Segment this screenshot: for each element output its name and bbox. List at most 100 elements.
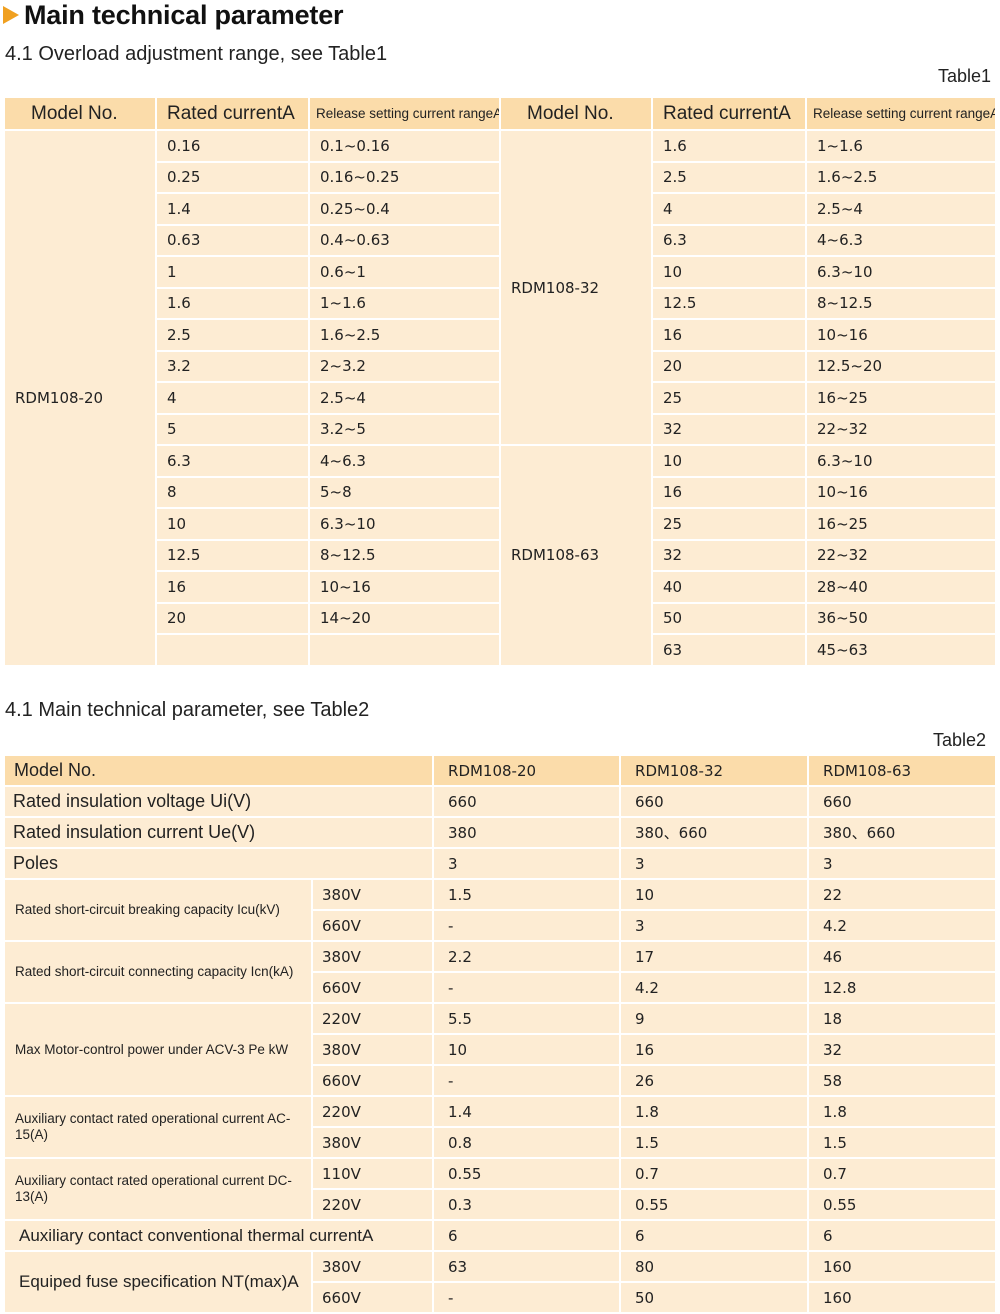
table2-header-row: Model No. RDM108-20 RDM108-32 RDM108-63 bbox=[2, 754, 998, 787]
header-model: RDM108-63 bbox=[807, 754, 998, 787]
page-heading: Main technical parameter bbox=[0, 0, 344, 30]
release-range-cell: 10~16 bbox=[805, 318, 997, 352]
value-cell: 660 bbox=[619, 785, 810, 818]
rated-current-cell: 10 bbox=[651, 444, 807, 478]
rated-current-cell: 32 bbox=[651, 538, 807, 572]
header-model: RDM108-32 bbox=[619, 754, 810, 787]
rated-current-cell: 12.5 bbox=[155, 538, 310, 572]
release-range-cell: 28~40 bbox=[805, 570, 997, 604]
value-cell: 50 bbox=[619, 1281, 810, 1314]
release-range-cell: 22~32 bbox=[805, 412, 997, 446]
release-range-cell: 2.5~4 bbox=[308, 381, 501, 415]
table-row: Rated insulation current Ue(V) 380 380、660… bbox=[2, 816, 998, 849]
table-row: 1 0.6~1 10 6.3~10 bbox=[4, 255, 997, 289]
parameter-label: Rated short-circuit breaking capacity Ic… bbox=[3, 878, 313, 942]
table-row: 1.6 1~1.6 12.5 8~12.5 bbox=[4, 286, 997, 320]
value-cell: 0.55 bbox=[807, 1188, 998, 1221]
value-cell: 12.8 bbox=[807, 971, 998, 1004]
release-range-cell: 0.1~0.16 bbox=[308, 129, 501, 163]
header-release-range: Release setting current rangeA bbox=[805, 96, 997, 131]
voltage-cell: 110V bbox=[310, 1157, 435, 1190]
table-row: 220V 0.3 0.55 0.55 bbox=[4, 1188, 998, 1221]
release-range-cell: 1.6~2.5 bbox=[805, 160, 997, 194]
rated-current-cell: 2.5 bbox=[155, 318, 310, 352]
value-cell: 1.4 bbox=[432, 1095, 622, 1128]
table1-header-row: Model No. Rated currentA Release setting… bbox=[3, 96, 997, 131]
release-range-cell: 10~16 bbox=[805, 475, 997, 509]
value-cell: 380 bbox=[432, 816, 622, 849]
rated-current-cell: 3.2 bbox=[155, 349, 310, 383]
rated-current-cell: 25 bbox=[651, 507, 807, 541]
table-row: Equiped fuse specification NT(max)A 380V 6… bbox=[3, 1250, 998, 1314]
model-cell: RDM108-20 bbox=[3, 129, 157, 667]
table-row: 3.2 2~3.2 20 12.5~20 bbox=[4, 349, 997, 383]
rated-current-cell: 5 bbox=[155, 412, 310, 446]
table-row: 16 10~16 40 28~40 bbox=[4, 570, 997, 604]
value-cell: 160 bbox=[807, 1250, 998, 1283]
rated-current-cell: 10 bbox=[651, 255, 807, 289]
table-row: 10 6.3~10 25 16~25 bbox=[4, 507, 997, 541]
table1-caption: Table1 bbox=[938, 66, 992, 86]
rated-current-cell bbox=[155, 633, 310, 667]
voltage-cell: 380V bbox=[310, 1126, 435, 1159]
rated-current-cell: 6.3 bbox=[155, 444, 310, 478]
value-cell: 4.2 bbox=[807, 909, 998, 942]
value-cell: 16 bbox=[619, 1033, 810, 1066]
parameter-label: Auxiliary contact conventional thermal c… bbox=[2, 1219, 435, 1252]
table-row: 12.5 8~12.5 32 22~32 bbox=[4, 538, 997, 572]
table-row: 660V -50 160 bbox=[4, 1281, 998, 1314]
value-cell: 660 bbox=[432, 785, 622, 818]
release-range-cell: 45~63 bbox=[805, 633, 997, 667]
rated-current-cell: 4 bbox=[651, 192, 807, 226]
voltage-cell: 380V bbox=[310, 1250, 435, 1283]
release-range-cell: 6.3~10 bbox=[308, 507, 501, 541]
table-row: 2.5 1.6~2.5 16 10~16 bbox=[4, 318, 997, 352]
table-row: Auxiliary contact rated operational curr… bbox=[3, 1095, 998, 1159]
value-cell: 10 bbox=[619, 878, 810, 911]
rated-current-cell: 12.5 bbox=[651, 286, 807, 320]
value-cell: 1.8 bbox=[807, 1095, 998, 1128]
value-cell: 46 bbox=[807, 940, 998, 973]
value-cell: 380、660 bbox=[619, 816, 810, 849]
table-row: 660V -26 58 bbox=[4, 1064, 998, 1097]
rated-current-cell: 20 bbox=[651, 349, 807, 383]
table-row: Auxiliary contact conventional thermal c… bbox=[2, 1219, 998, 1252]
value-cell: 0.7 bbox=[807, 1157, 998, 1190]
value-cell: 0.55 bbox=[432, 1157, 622, 1190]
rated-current-cell: 63 bbox=[651, 633, 807, 667]
release-range-cell: 0.25~0.4 bbox=[308, 192, 501, 226]
rated-current-cell: 4 bbox=[155, 381, 310, 415]
header-rated-current: Rated currentA bbox=[651, 96, 807, 131]
value-cell: 6 bbox=[807, 1219, 998, 1252]
value-cell: 6 bbox=[619, 1219, 810, 1252]
parameter-label: Auxiliary contact rated operational curr… bbox=[3, 1095, 313, 1159]
table-row: 660V -3 4.2 bbox=[4, 909, 998, 942]
value-cell: 10 bbox=[432, 1033, 622, 1066]
release-range-cell: 4~6.3 bbox=[805, 223, 997, 257]
release-range-cell: 1~1.6 bbox=[805, 129, 997, 163]
table-row: 63 45~63 bbox=[4, 633, 997, 667]
value-cell: 6 bbox=[432, 1219, 622, 1252]
release-range-cell: 10~16 bbox=[308, 570, 501, 604]
parameter-label: Rated short-circuit connecting capacity … bbox=[3, 940, 313, 1004]
value-cell: 160 bbox=[807, 1281, 998, 1314]
rated-current-cell: 40 bbox=[651, 570, 807, 604]
model-cell: RDM108-32 bbox=[499, 129, 653, 446]
rated-current-cell: 1.4 bbox=[155, 192, 310, 226]
rated-current-cell: 50 bbox=[651, 601, 807, 635]
value-cell: 660 bbox=[807, 785, 998, 818]
rated-current-cell: 16 bbox=[155, 570, 310, 604]
parameter-label: Equiped fuse specification NT(max)A bbox=[3, 1250, 313, 1314]
value-cell: 3 bbox=[432, 847, 622, 880]
parameter-label: Max Motor-control power under ACV-3 Pe k… bbox=[3, 1002, 313, 1097]
release-range-cell: 5~8 bbox=[308, 475, 501, 509]
value-cell: 9 bbox=[619, 1002, 810, 1035]
section2-title: 4.1 Main technical parameter, see Table2 bbox=[5, 699, 370, 721]
release-range-cell: 12.5~20 bbox=[805, 349, 997, 383]
table-row: Rated short-circuit breaking capacity Ic… bbox=[3, 878, 998, 942]
value-cell: - bbox=[432, 1281, 622, 1314]
rated-current-cell: 8 bbox=[155, 475, 310, 509]
rated-current-cell: 1.6 bbox=[651, 129, 807, 163]
value-cell: 26 bbox=[619, 1064, 810, 1097]
model-cell: RDM108-63 bbox=[499, 444, 653, 667]
